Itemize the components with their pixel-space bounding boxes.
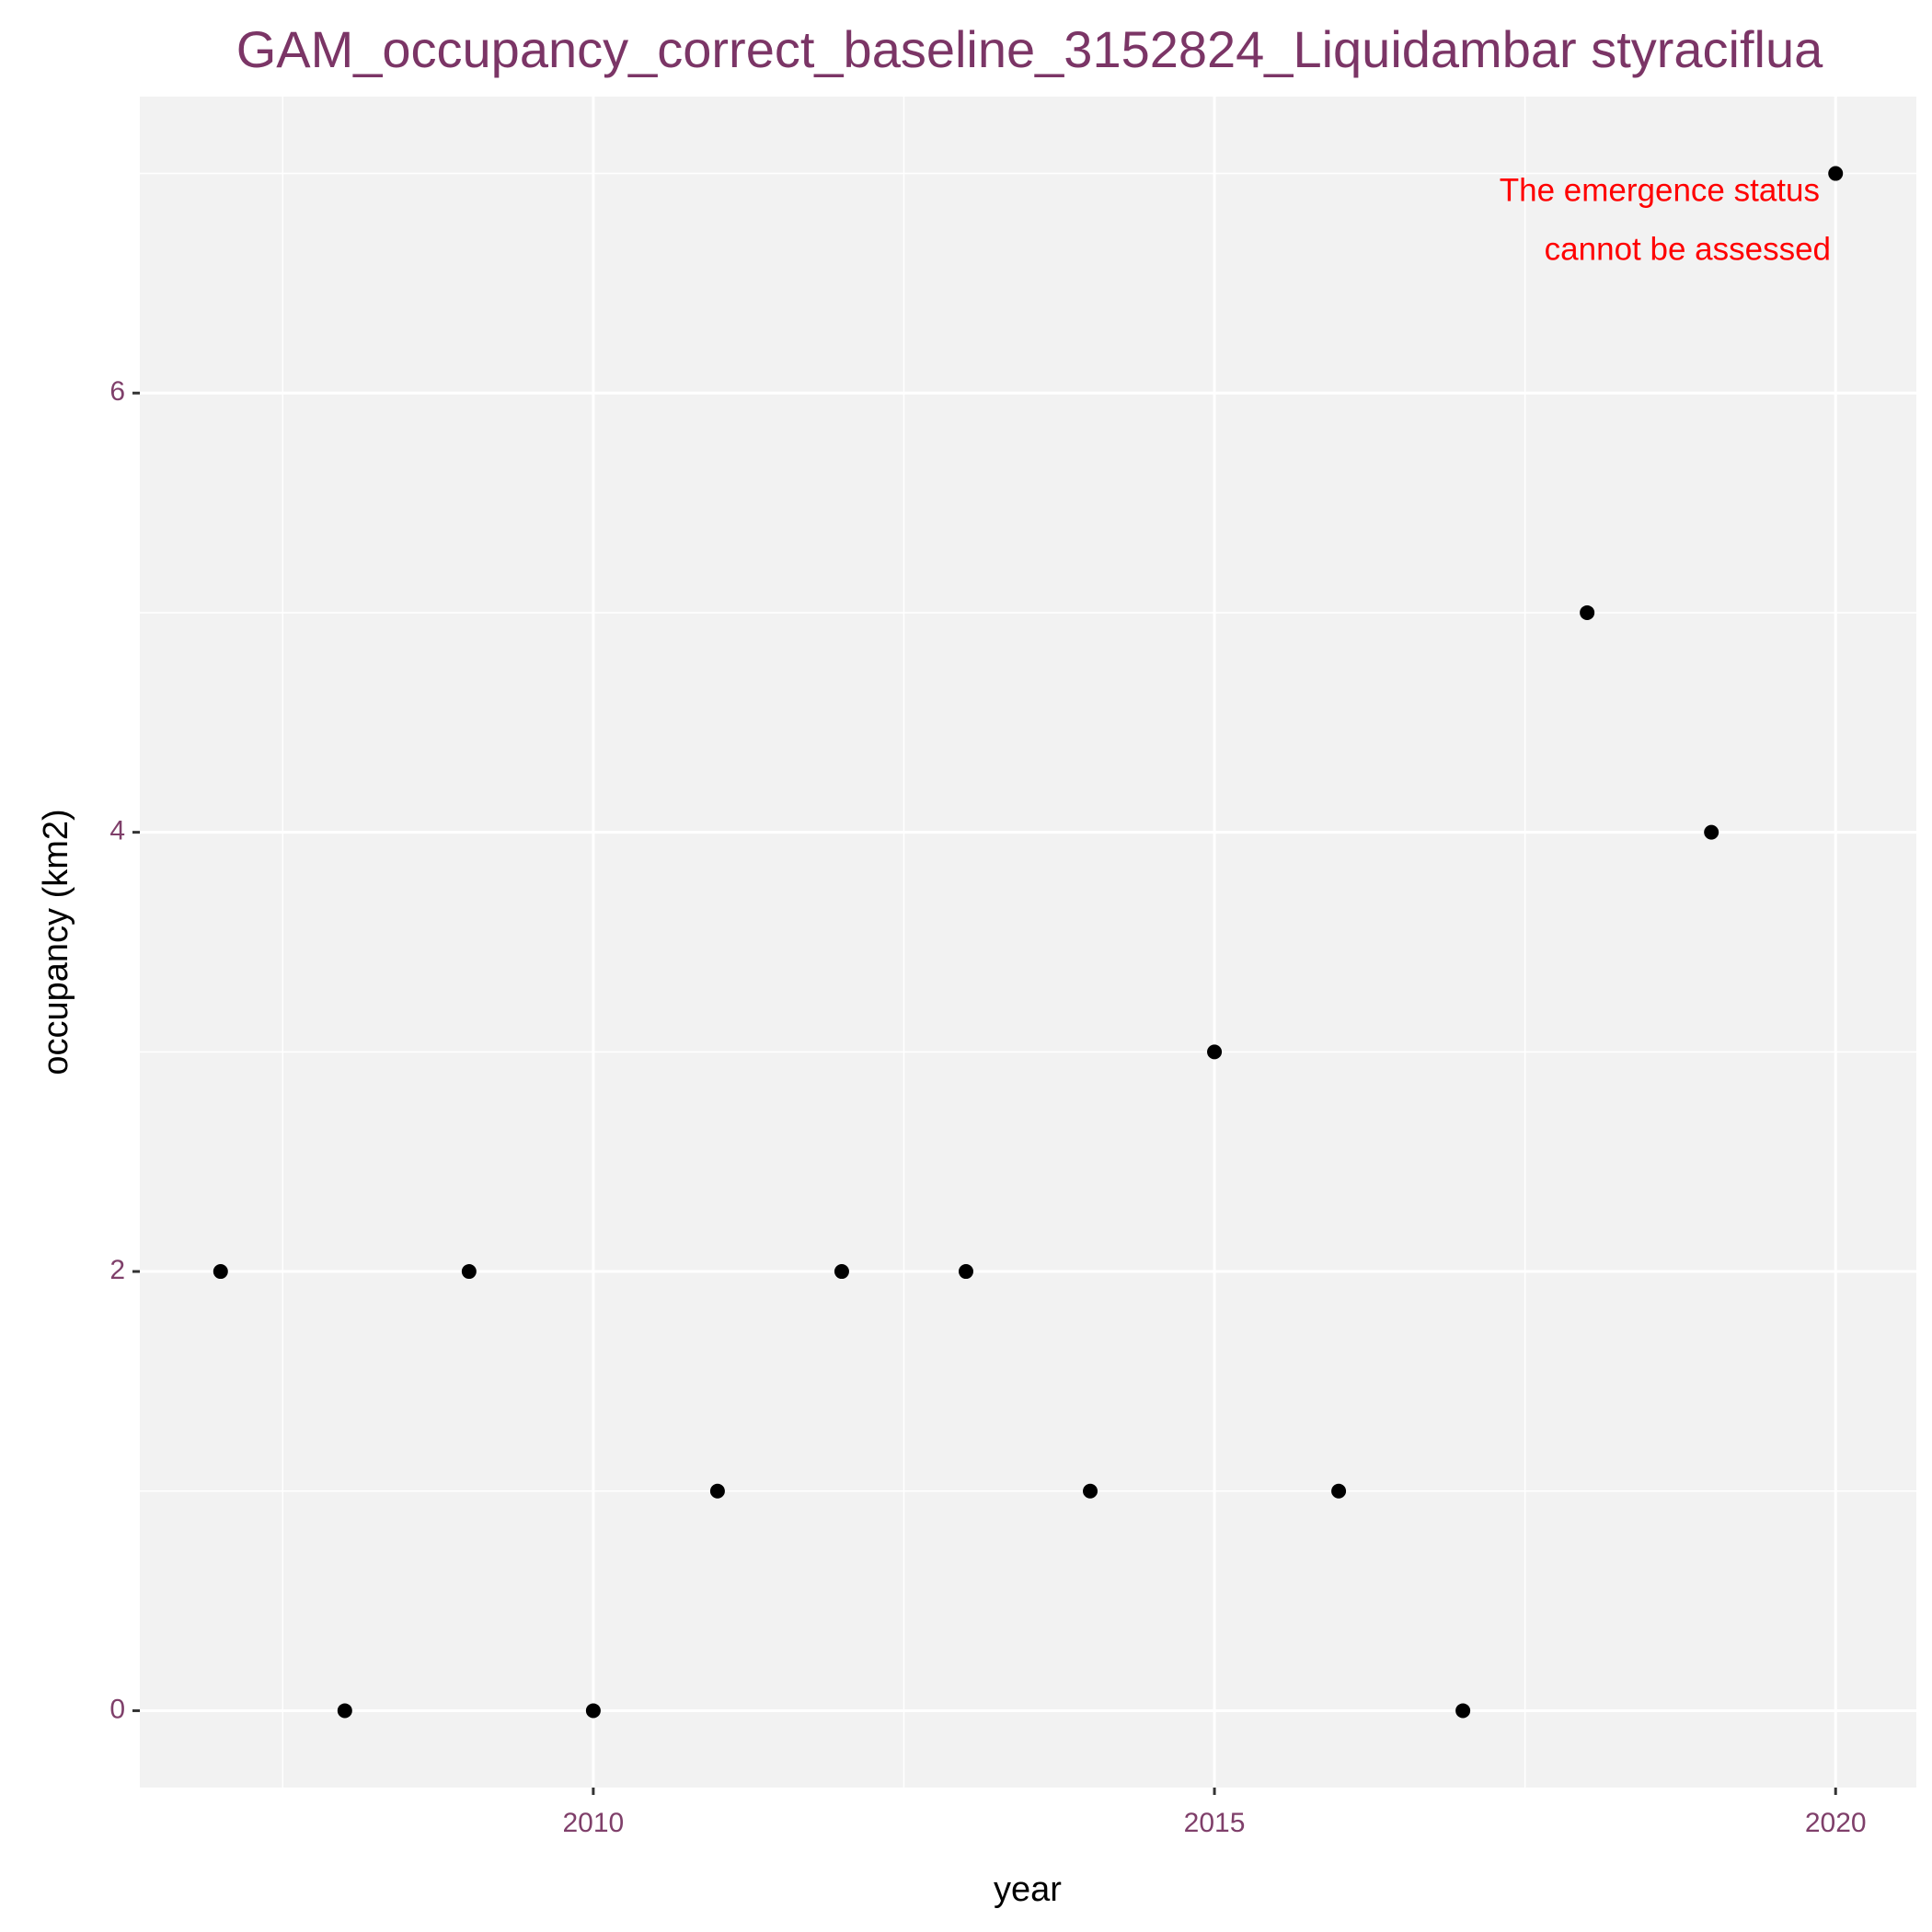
point xyxy=(1580,604,1595,620)
point xyxy=(337,1703,352,1719)
x-tick-label: 2020 xyxy=(1805,1808,1867,1838)
chart-title: GAM_occupancy_correct_baseline_3152824_L… xyxy=(236,20,1823,78)
point xyxy=(585,1703,601,1719)
point xyxy=(958,1264,973,1280)
y-tick-label: 2 xyxy=(109,1255,125,1285)
point xyxy=(834,1264,849,1280)
x-tick-label: 2010 xyxy=(563,1808,625,1838)
x-axis-title: year xyxy=(994,1870,1062,1909)
point xyxy=(1704,824,1719,840)
panel xyxy=(140,97,1916,1788)
y-tick-label: 0 xyxy=(109,1694,125,1724)
y-tick-label: 4 xyxy=(109,816,125,846)
point xyxy=(1331,1483,1347,1499)
y-tick-label: 6 xyxy=(109,376,125,407)
point xyxy=(1207,1044,1223,1060)
point xyxy=(1455,1703,1471,1719)
point xyxy=(1083,1483,1098,1499)
point xyxy=(709,1483,725,1499)
point xyxy=(461,1264,477,1280)
point xyxy=(213,1264,228,1280)
annotation: cannot be assessed xyxy=(1545,231,1831,267)
x-tick-label: 2015 xyxy=(1184,1808,1246,1838)
point xyxy=(1828,166,1844,181)
y-axis-title: occupancy (km2) xyxy=(37,809,75,1075)
annotation: The emergence status xyxy=(1500,172,1820,208)
